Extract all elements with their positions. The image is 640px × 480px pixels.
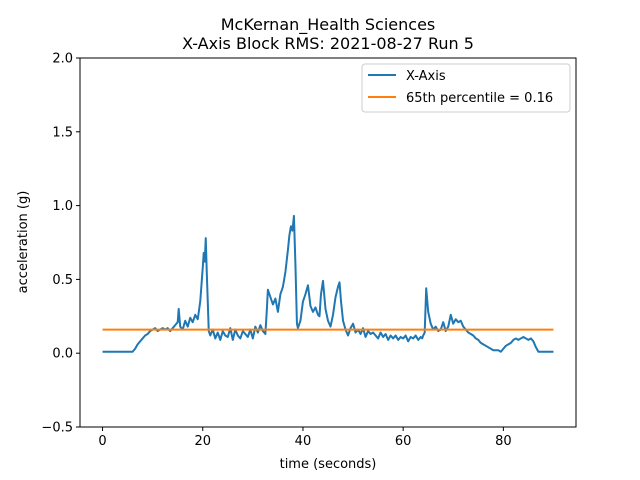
series-layer — [102, 214, 554, 353]
y-axis: −0.5 0.0 0.5 1.0 1.5 2.0 — [41, 52, 80, 436]
x-axis: 0 20 40 60 80 — [98, 427, 512, 449]
y-tick-label: 0.0 — [52, 347, 73, 362]
y-tick-label: 2.0 — [52, 52, 73, 67]
y-tick-label: 0.5 — [52, 273, 73, 288]
legend-label-x-axis: X-Axis — [406, 69, 446, 84]
y-axis-title: acceleration (g) — [16, 191, 31, 294]
legend-box — [361, 63, 571, 113]
series-x-axis-line — [102, 214, 554, 353]
x-tick-label: 80 — [495, 434, 512, 449]
chart-title-line2: X-Axis Block RMS: 2021-08-27 Run 5 — [182, 34, 474, 53]
x-tick-label: 60 — [395, 434, 412, 449]
x-tick-label: 20 — [194, 434, 211, 449]
y-tick-label: 1.5 — [52, 125, 73, 140]
legend: X-Axis 65th percentile = 0.16 — [361, 63, 571, 113]
y-tick-label: 1.0 — [52, 199, 73, 214]
plot-frame — [79, 57, 577, 428]
plot-area — [80, 58, 576, 427]
legend-label-percentile: 65th percentile = 0.16 — [406, 91, 553, 106]
x-tick-label: 40 — [295, 434, 312, 449]
x-axis-title: time (seconds) — [280, 457, 377, 472]
y-tick-label: −0.5 — [41, 421, 73, 436]
x-tick-label: 0 — [98, 434, 106, 449]
chart-title-line1: McKernan_Health Sciences — [221, 15, 436, 35]
